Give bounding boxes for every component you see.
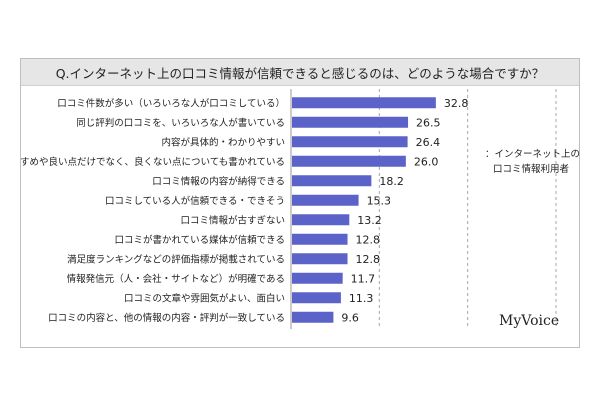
bar xyxy=(292,136,408,148)
legend-line-2: 口コミ情報利用者 xyxy=(493,164,570,175)
bar-chart: 口コミ件数が多い（いろいろな人が口コミしている） 32.8 同じ評判の口コミを、いろ… xyxy=(21,89,557,329)
category-label: 口コミ件数が多い（いろいろな人が口コミしている） xyxy=(57,97,285,109)
bar xyxy=(292,214,350,226)
bar xyxy=(292,292,341,304)
value-label: 26.5 xyxy=(416,116,441,129)
value-label: 32.8 xyxy=(444,97,469,110)
value-label: 26.0 xyxy=(414,155,439,168)
category-label: 口コミの文章や雰囲気がよい、面白い xyxy=(124,292,285,304)
category-label: 口コミが書かれている媒体が信頼できる xyxy=(114,234,285,246)
value-label: 15.3 xyxy=(367,194,392,207)
value-label: 26.4 xyxy=(416,136,441,149)
value-label: 9.6 xyxy=(341,311,359,324)
category-label: おすすめや良い点だけでなく、良くない点についても書かれている xyxy=(21,156,285,168)
value-label: 12.8 xyxy=(356,253,381,266)
category-label: 情報発信元（人・会社・サイトなど）が明確である xyxy=(67,273,285,285)
value-label: 11.7 xyxy=(351,272,376,285)
bar xyxy=(292,155,406,167)
value-label: 12.8 xyxy=(356,233,381,246)
chart-title: Q.インターネット上の口コミ情報が信頼できると感じるのは、どのような場合ですか？ xyxy=(21,59,579,86)
category-label: 口コミ情報が古すぎない xyxy=(180,214,285,226)
category-label: 口コミしている人が信頼できる・できそう xyxy=(105,195,285,207)
legend: ：インターネット上の 口コミ情報利用者 xyxy=(485,147,580,177)
bar xyxy=(292,97,436,109)
category-label: 口コミの内容と、他の情報の内容・評判が一致している xyxy=(48,312,285,324)
bar xyxy=(292,175,372,187)
value-label: 11.3 xyxy=(349,292,374,305)
category-label: 口コミ情報の内容が納得できる xyxy=(152,175,285,187)
category-label: 満足度ランキングなどの評価指標が掲載されている xyxy=(67,253,285,265)
bar xyxy=(292,194,359,206)
bar xyxy=(292,253,348,265)
bar xyxy=(292,272,343,284)
value-label: 13.2 xyxy=(357,214,382,227)
bar xyxy=(292,311,334,323)
value-label: 18.2 xyxy=(379,175,404,188)
legend-line-1: ：インターネット上の xyxy=(485,149,581,160)
bar xyxy=(292,233,348,245)
bar xyxy=(292,116,409,128)
chart-frame: Q.インターネット上の口コミ情報が信頼できると感じるのは、どのような場合ですか？… xyxy=(20,58,580,348)
category-label: 内容が具体的・わかりやすい xyxy=(161,136,285,148)
brand-logo: MyVoice xyxy=(499,313,560,329)
category-label: 同じ評判の口コミを、いろいろな人が書いている xyxy=(76,117,285,129)
